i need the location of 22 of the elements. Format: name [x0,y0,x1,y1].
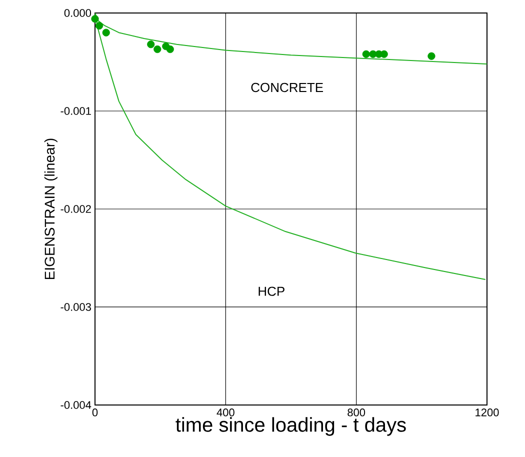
x-tick-label: 400 [216,408,234,416]
annotation: CONCRETE [251,82,323,92]
x-axis-title: time since loading - t days [176,417,406,436]
point [95,22,104,30]
point [166,45,174,54]
point [380,50,388,58]
y-tick-label: -0.004 [60,401,92,409]
point [428,52,436,60]
y-axis-title: EIGENSTRAIN (linear) [44,138,58,280]
x-tick-label: 800 [348,408,366,416]
x-tick-label: 1200 [476,408,499,416]
x-tick-label: 0 [92,408,98,416]
y-tick-label: 0.000 [64,9,92,17]
y-tick-label: -0.001 [60,107,91,115]
point [91,15,99,23]
annotation: HCP [258,286,284,296]
point [102,28,110,36]
point [362,50,370,58]
y-tick-label: -0.002 [60,205,91,213]
point [154,45,162,54]
y-tick-label: -0.003 [60,303,91,311]
point [147,40,155,48]
